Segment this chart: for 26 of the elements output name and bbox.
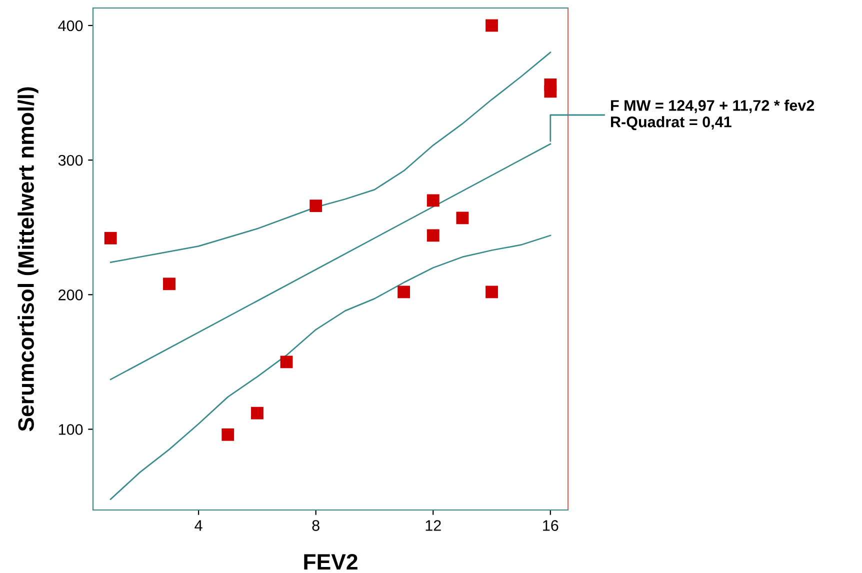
- point: [456, 212, 469, 224]
- x-tick-label: 4: [194, 520, 202, 531]
- line-series: [110, 52, 552, 264]
- point: [163, 278, 176, 290]
- y-tick-label: 200: [58, 290, 83, 300]
- x-axis-title: FEV2: [304, 554, 358, 570]
- point: [486, 19, 498, 32]
- y-tick-label: 400: [58, 20, 83, 32]
- y-tick-label: 100: [58, 424, 83, 435]
- y-tick-label: 300: [58, 154, 83, 166]
- point: [398, 286, 410, 298]
- point: [280, 356, 293, 368]
- point: [486, 286, 498, 298]
- x-tick-label: 16: [543, 520, 558, 531]
- point: [250, 406, 264, 420]
- x-tick-label: 8: [312, 520, 320, 531]
- point: [426, 229, 440, 242]
- x-tick-label: 12: [426, 520, 441, 531]
- point: [310, 200, 322, 212]
- line-series: [110, 234, 552, 500]
- point: [426, 194, 440, 207]
- point: [104, 232, 117, 244]
- point: [544, 85, 557, 98]
- annotation: F MW = 124,97 + 11,72 * fev2 R-Quadrat = 0,41: [611, 100, 814, 130]
- y-axis-title: Serumcortisol (Mittelwert nmol/l): [18, 87, 38, 432]
- point: [222, 428, 234, 441]
